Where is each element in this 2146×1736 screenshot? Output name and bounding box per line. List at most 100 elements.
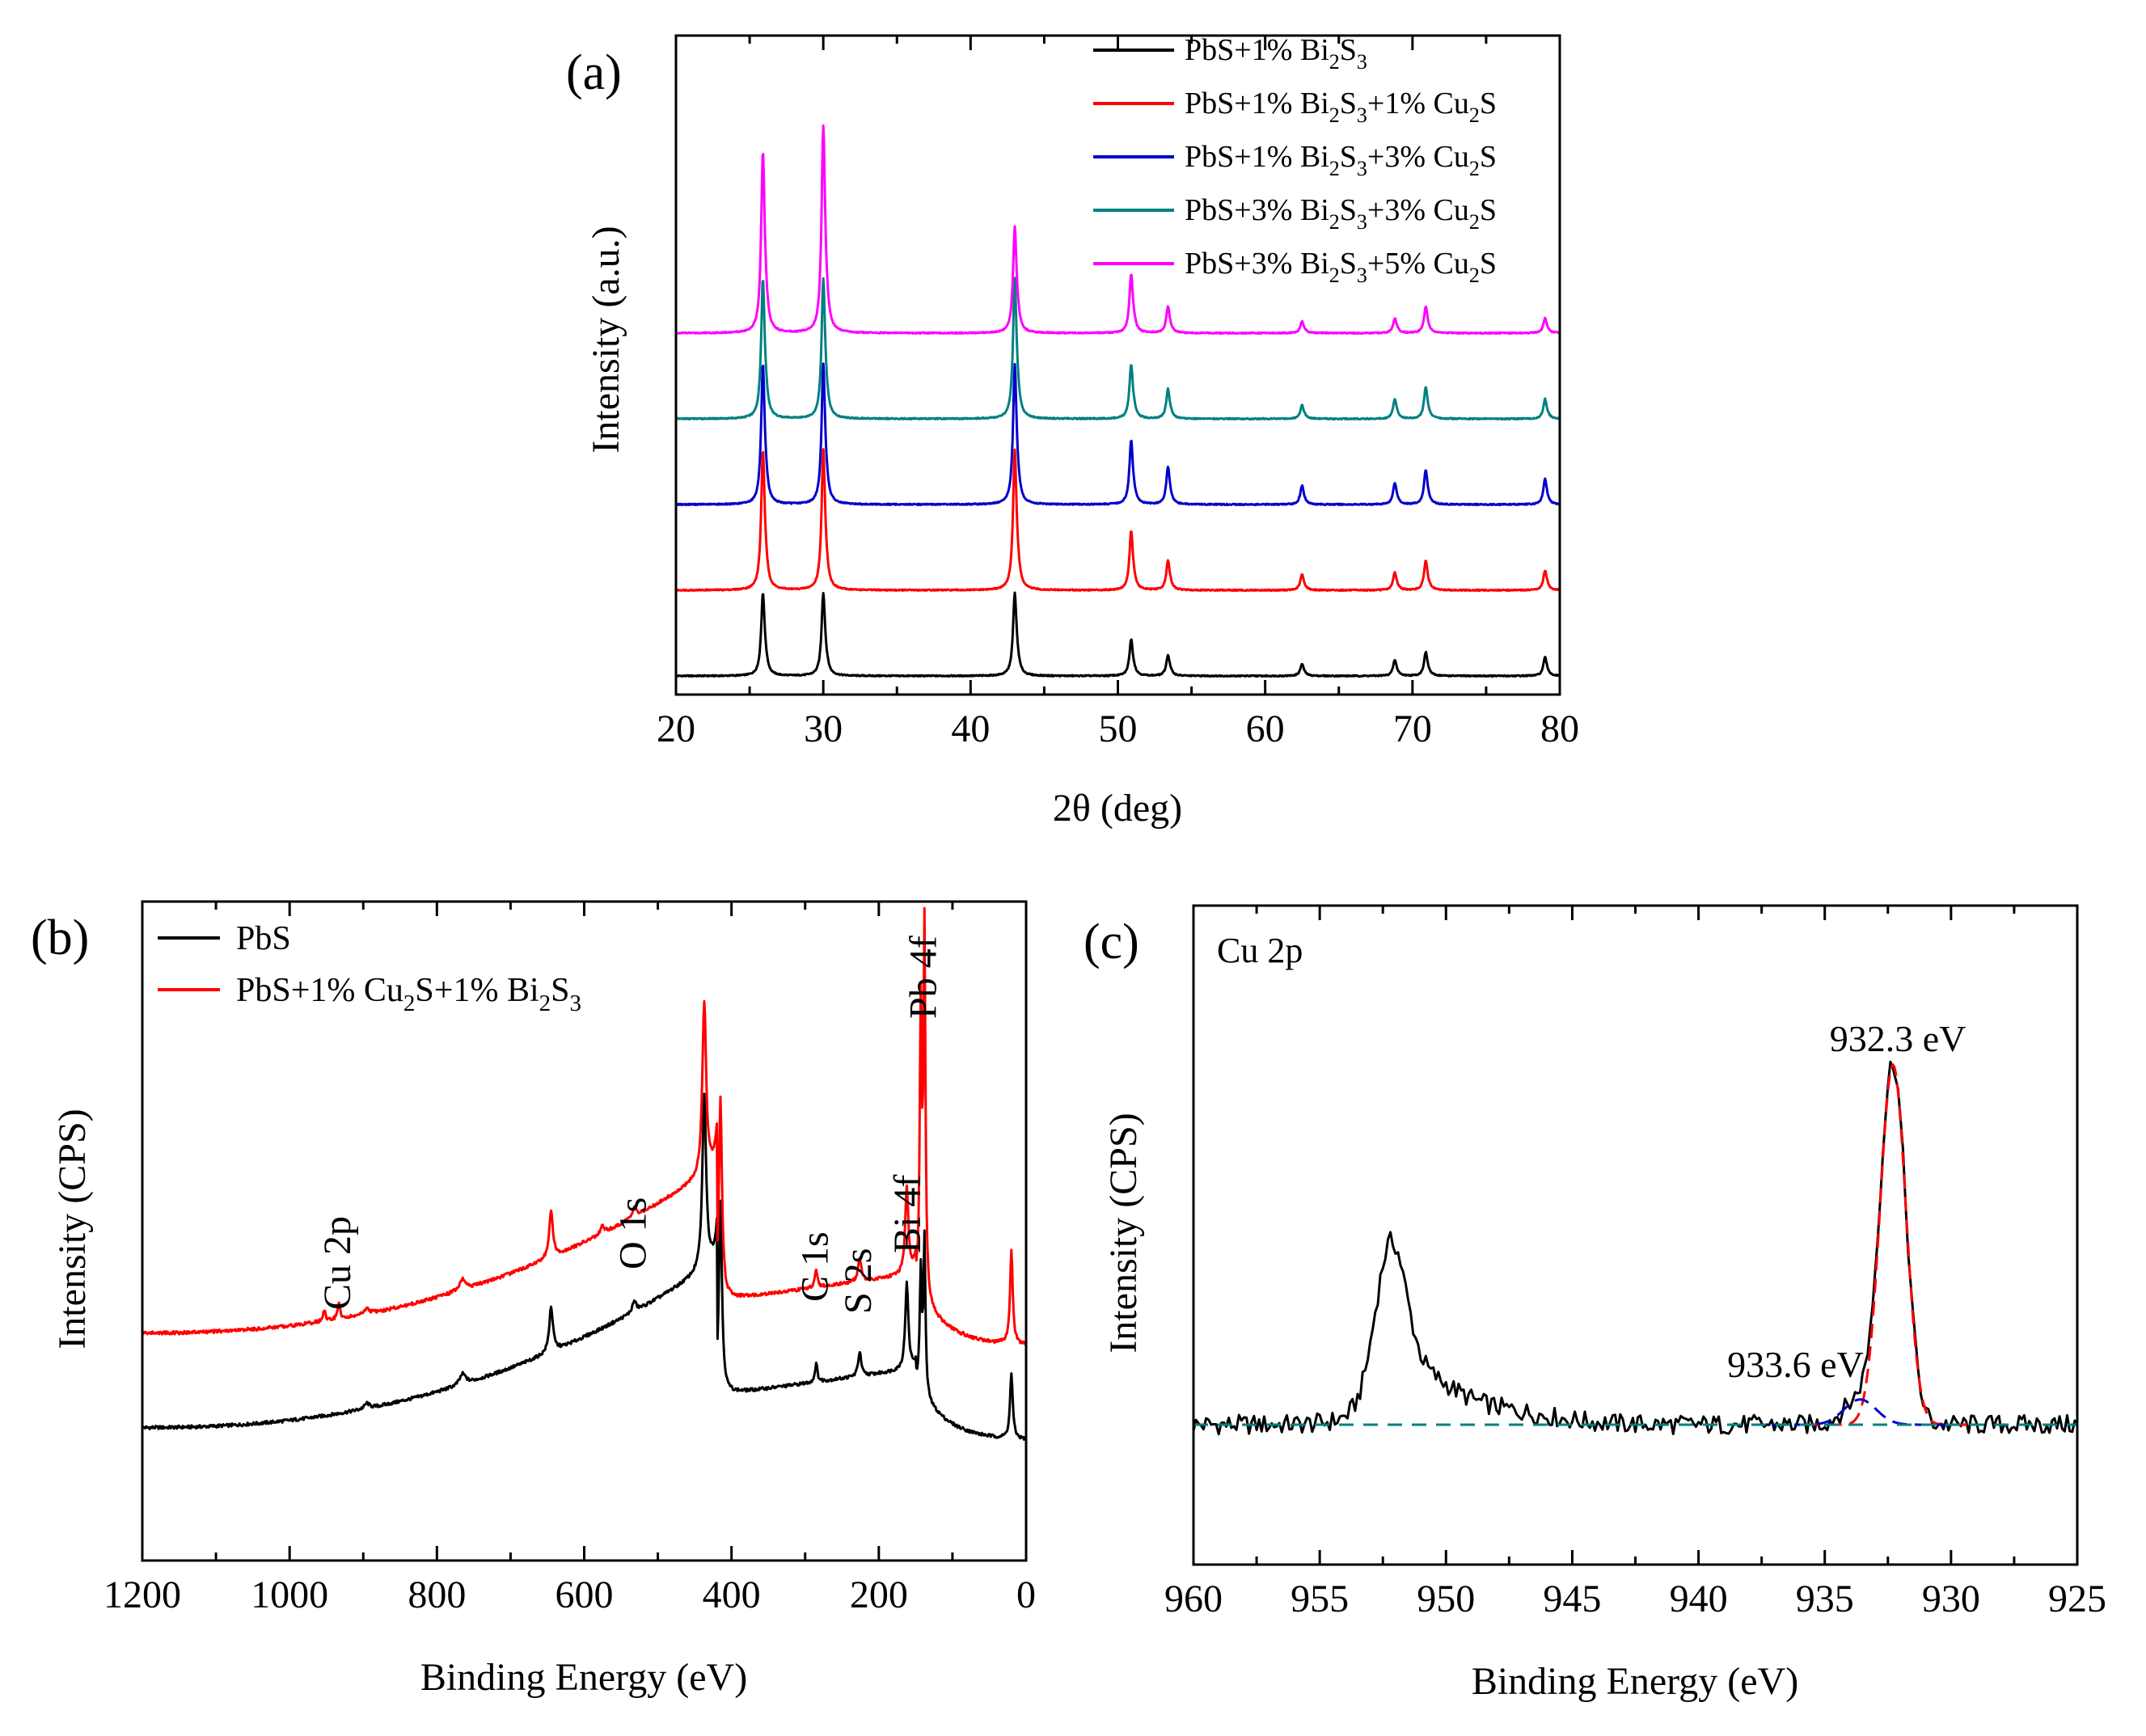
panel-a-ticks (674, 36, 1561, 695)
panel-b-frame (141, 900, 1028, 1562)
x-tick-label: 0 (1016, 1573, 1036, 1616)
panel-c-tick-labels: 960 955 950 945 940 935 930 925 (1164, 1578, 2106, 1620)
x-tick-label: 935 (1796, 1578, 1854, 1620)
legend-label-part: PbS+1% Bi (1185, 33, 1329, 67)
legend-label-part: S+1% Bi (415, 972, 539, 1009)
legend-label-part: 2 (1469, 264, 1480, 287)
panel-c-title: Cu 2p (1217, 931, 1303, 970)
peak-annotation: C 1s (793, 1231, 836, 1302)
legend-label-part: 3 (1357, 210, 1367, 234)
x-tick-label: 940 (1670, 1578, 1728, 1620)
x-tick-label: 20 (657, 707, 695, 750)
peak-label-main: 932.3 eV (1830, 1018, 1966, 1059)
panel-c: (c) 960 955 950 945 940 935 930 925 Cu 2p 932.3… (1084, 904, 2106, 1703)
x-tick-label: 930 (1922, 1578, 1980, 1620)
x-tick-label: 30 (804, 707, 843, 750)
legend-label-part: 3 (1357, 50, 1367, 74)
x-tick-label: 70 (1393, 707, 1432, 750)
legend-label-part: +3% Cu (1367, 140, 1469, 174)
legend-label: PbS+3% Bi2S3+5% Cu2S (1185, 247, 1497, 287)
xrd-series-4 (676, 277, 1560, 421)
legend-label: PbS+1% Bi2S3+1% Cu2S (1185, 87, 1497, 127)
panel-b: (b) 1200 1000 800 600 400 200 0 Cu 2p O 1s C 1s S… (31, 900, 1036, 1699)
x-tick-label: 50 (1099, 707, 1138, 750)
xps-survey-pbs (142, 1092, 1026, 1441)
legend-label-part: 3 (1357, 264, 1367, 287)
legend-label-part: 2 (403, 990, 416, 1016)
panel-b-xlabel: Binding Energy (eV) (420, 1656, 747, 1699)
panel-a-label: (a) (566, 45, 622, 100)
legend-label: PbS+1% Cu2S+1% Bi2S3 (236, 972, 581, 1016)
x-tick-label: 400 (703, 1573, 761, 1616)
legend-label: PbS+1% Bi2S3 (1185, 33, 1367, 74)
legend-label-part: +3% Cu (1367, 193, 1469, 227)
legend-label-part: PbS+1% Bi (1185, 140, 1329, 174)
peak-annotation: O 1s (611, 1197, 654, 1269)
legend-label-part: 2 (1469, 157, 1480, 180)
legend-label-part: 3 (1357, 103, 1367, 127)
xrd-series-2 (676, 448, 1560, 593)
legend-label-part: PbS+1% Cu (236, 972, 403, 1009)
legend-label-part: 2 (1329, 210, 1340, 234)
panel-a-ylabel: Intensity (a.u.) (585, 226, 627, 453)
legend-label-part: PbS (236, 920, 291, 957)
x-tick-label: 200 (850, 1573, 908, 1616)
legend-label-part: 2 (539, 990, 551, 1016)
legend-label: PbS+1% Bi2S3+3% Cu2S (1185, 140, 1497, 180)
peak-annotation: Bi 4f (886, 1175, 929, 1253)
panel-a-tick-labels: 20 30 40 50 60 70 80 (657, 707, 1579, 750)
legend-label-part: S (1340, 33, 1357, 67)
xrd-series-5 (676, 124, 1560, 336)
panel-c-xlabel: Binding Energy (eV) (1472, 1660, 1798, 1703)
x-tick-label: 800 (408, 1573, 466, 1616)
cu2p-raw-spectrum (1193, 1060, 2077, 1436)
peak-annotation: Cu 2p (316, 1216, 359, 1310)
legend-label-part: S (1480, 247, 1497, 281)
panel-c-peak-labels: 932.3 eV 933.6 eV (1727, 1018, 1966, 1385)
legend-label-part: PbS+3% Bi (1185, 193, 1329, 227)
x-tick-label: 955 (1291, 1578, 1349, 1620)
legend-label-part: S (1340, 140, 1357, 174)
legend-label-part: S (1480, 193, 1497, 227)
peak-annotation: Pb 4f (902, 936, 944, 1019)
legend-label-part: PbS+1% Bi (1185, 87, 1329, 120)
panel-a-frame (674, 34, 1561, 696)
legend-label-part: PbS+3% Bi (1185, 247, 1329, 281)
x-tick-label: 960 (1164, 1578, 1223, 1620)
panel-c-series (1193, 1060, 2077, 1436)
legend-label-part: 2 (1469, 103, 1480, 127)
panel-b-ylabel: Intensity (CPS) (51, 1109, 94, 1349)
x-tick-label: 40 (951, 707, 990, 750)
panel-a-xlabel: 2θ (deg) (1053, 787, 1182, 830)
x-tick-label: 925 (2048, 1578, 2106, 1620)
legend-label-part: 2 (1329, 157, 1340, 180)
x-tick-label: 945 (1543, 1578, 1601, 1620)
legend-label-part: 2 (1329, 50, 1340, 74)
panel-b-series (142, 906, 1026, 1441)
legend-label-part: 2 (1329, 103, 1340, 127)
x-tick-label: 600 (556, 1573, 614, 1616)
panel-b-tick-labels: 1200 1000 800 600 400 200 0 (103, 1573, 1036, 1616)
xps-survey-composite (142, 906, 1026, 1346)
panel-a: (a) 20 30 40 50 60 70 80 2θ (deg) Intensity (a… (566, 33, 1579, 830)
panel-c-frame (1192, 904, 2079, 1566)
legend-label-part: 2 (1469, 210, 1480, 234)
legend-label-part: 3 (569, 990, 581, 1016)
legend-label: PbS (236, 920, 291, 957)
legend-label-part: S (1480, 87, 1497, 120)
legend-label-part: S (551, 972, 569, 1009)
legend-label-part: S (1340, 247, 1357, 281)
xrd-series-3 (676, 362, 1560, 507)
legend-label-part: S (1340, 193, 1357, 227)
x-tick-label: 1000 (251, 1573, 328, 1616)
panel-c-ticks (1192, 906, 2079, 1565)
legend-label-part: S (1340, 87, 1357, 120)
xrd-series-1 (676, 591, 1560, 678)
panel-b-label: (b) (31, 910, 89, 965)
legend-label: PbS+3% Bi2S3+3% Cu2S (1185, 193, 1497, 234)
legend-label-part: 3 (1357, 157, 1367, 180)
legend-label-part: 2 (1329, 264, 1340, 287)
